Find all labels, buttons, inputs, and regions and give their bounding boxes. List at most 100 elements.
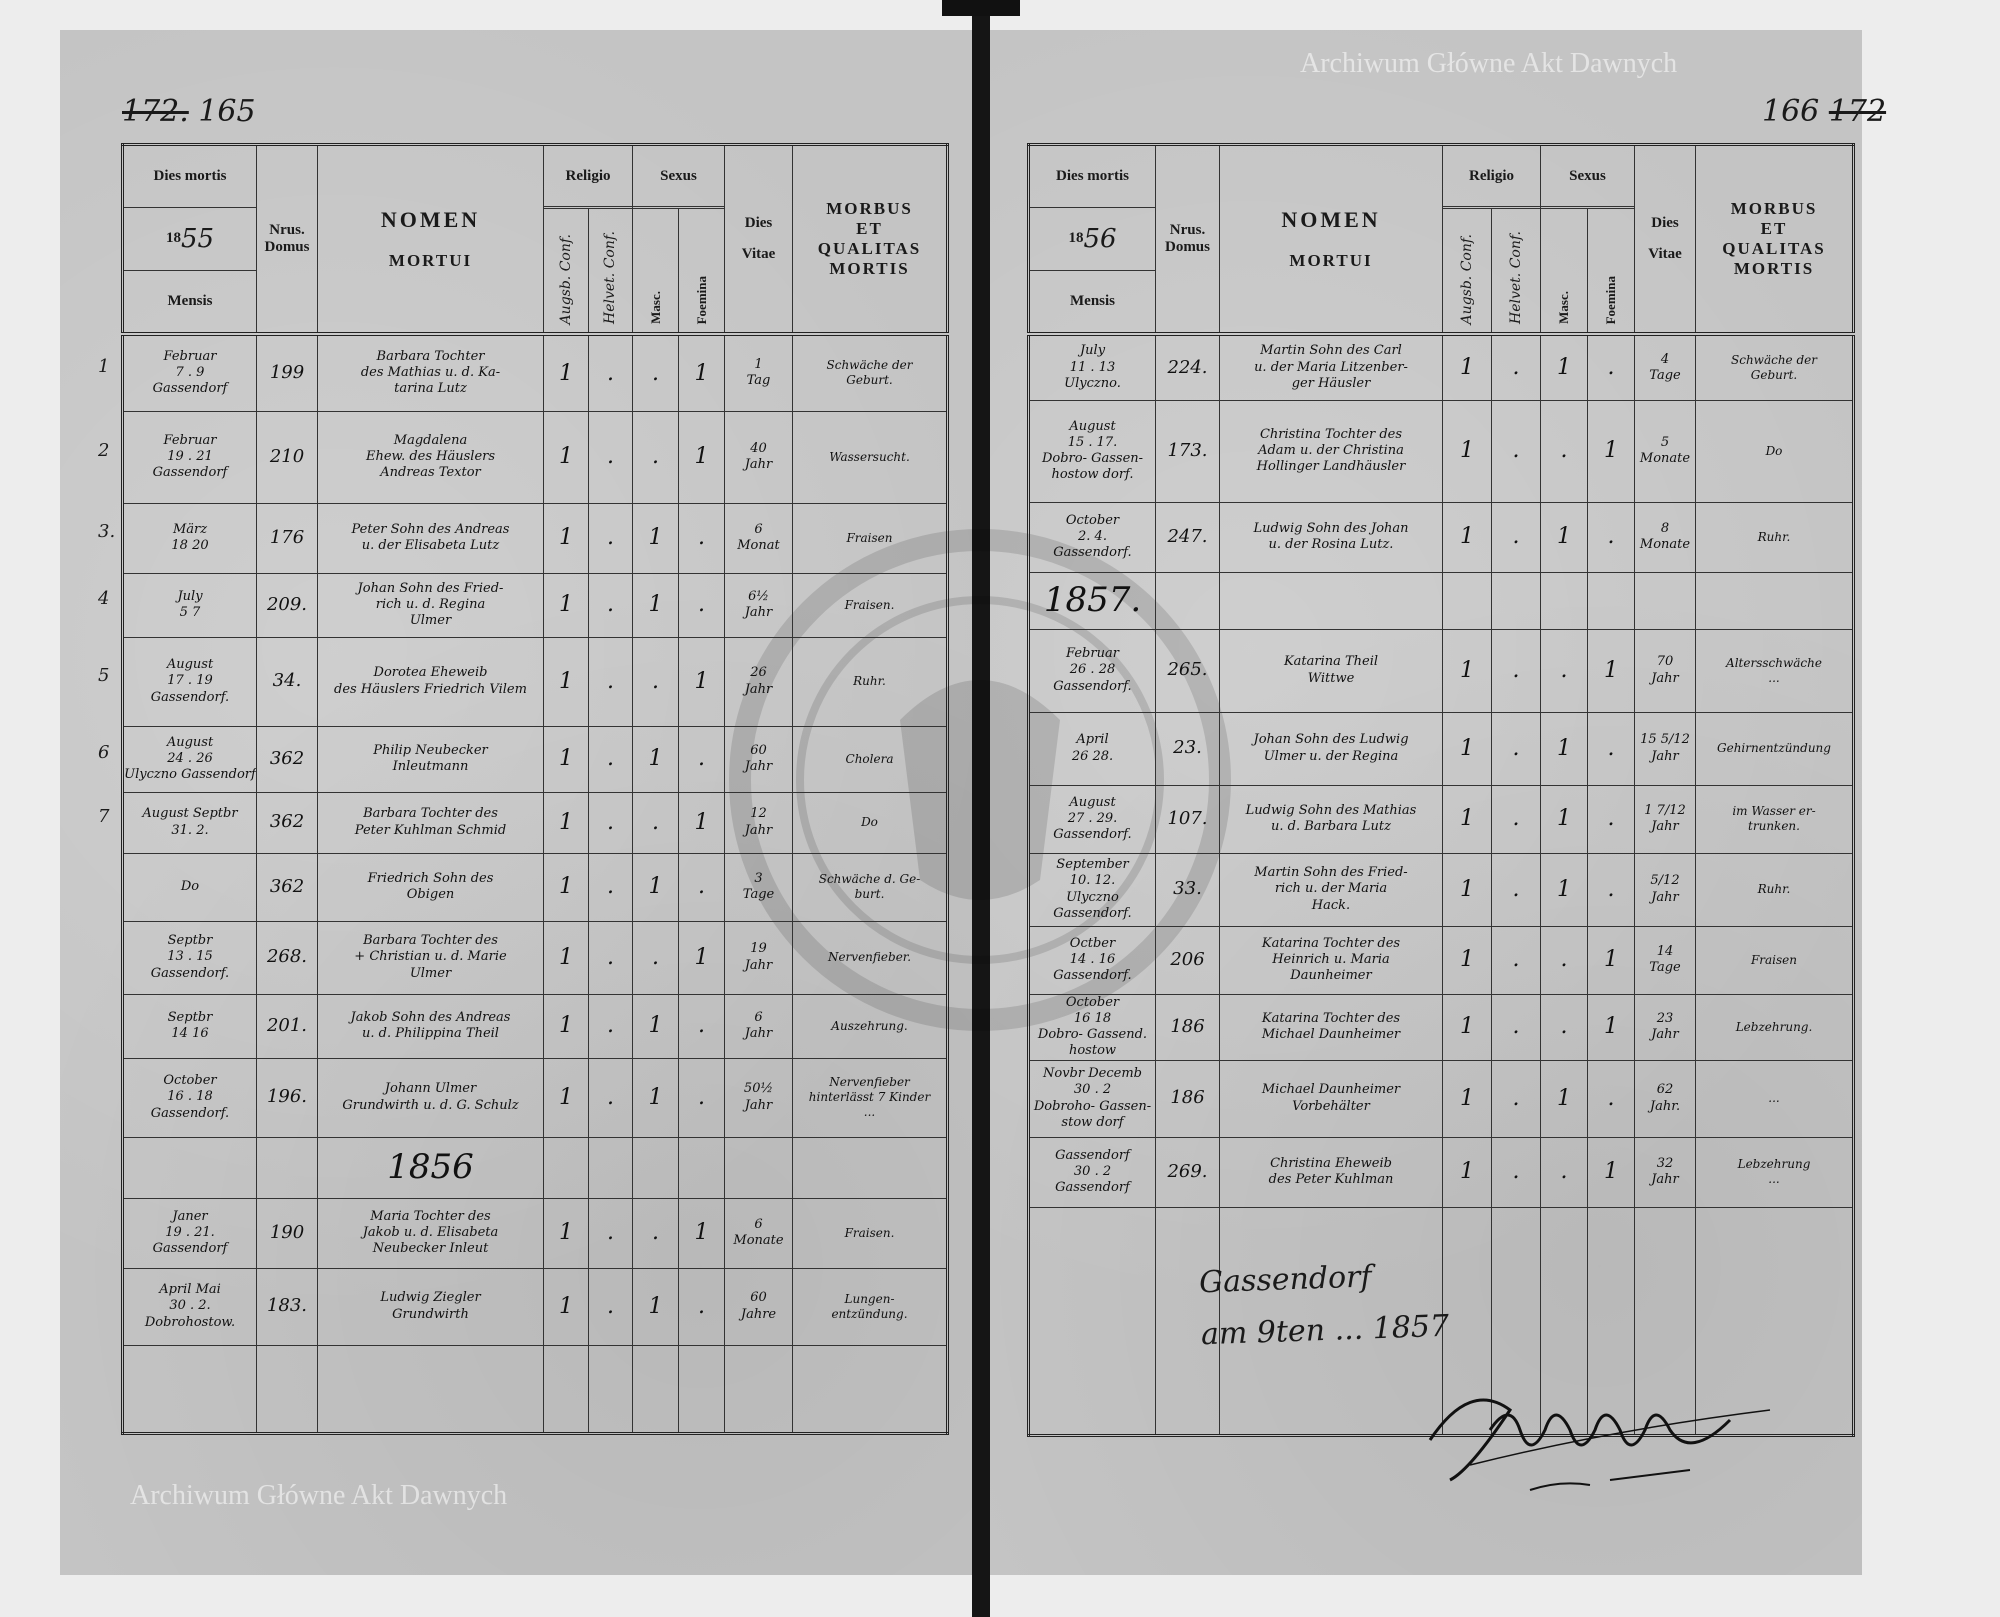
cell-masc: 1 <box>1540 1059 1588 1138</box>
header-nomen-mortui: NOMEN MORTUI <box>1219 144 1443 336</box>
cell-mensis: August 27 . 29. Gassendorf. <box>1028 784 1156 854</box>
cell-morbus: Ruhr. <box>1695 852 1854 927</box>
cell-foem: 1 <box>1587 628 1635 713</box>
qualitas-label: QUALITAS <box>817 239 922 258</box>
table-row: April 26 28. 23. Johan Sohn des Ludwig Ulm… <box>1028 711 1854 786</box>
cell-mensis: Gassendorf 30 . 2 Gassendorf <box>1028 1136 1156 1208</box>
cell-vitae: 26 Jahr <box>724 636 793 727</box>
cell-masc: . <box>632 333 679 412</box>
cell-nomen: Magdalena Ehew. des Häuslers Andreas Tex… <box>317 410 544 504</box>
cell-mensis <box>122 1344 257 1434</box>
cell-mensis: Novbr Decemb 30 . 2 Dobroho- Gassen- sto… <box>1028 1059 1156 1138</box>
table-row: Februar 7 . 9 Gassendorf 199 Barbara Tocht… <box>122 333 948 412</box>
cell-mensis: April 26 28. <box>1028 711 1156 786</box>
cell-helvet: . <box>588 920 633 995</box>
cell-morbus: ... <box>1695 1059 1854 1138</box>
cell-foem: 1 <box>678 920 725 995</box>
header-religio: Religio Augsb. Conf. Helvet. Conf. <box>543 144 633 336</box>
cell-augsb: 1 <box>1442 1059 1492 1138</box>
table-row: August 24 . 26 Ulyczno Gassendorf 362 Phil… <box>122 725 948 793</box>
cell-augsb: 1 <box>543 920 589 995</box>
cell-vitae <box>1634 571 1696 630</box>
cell-vitae: 50½ Jahr <box>724 1057 793 1138</box>
cell-helvet <box>1491 571 1541 630</box>
cell-mensis: August Septbr 31. 2. <box>122 791 257 854</box>
cell-nomen: Maria Tochter des Jakob u. d. Elisabeta … <box>317 1197 544 1269</box>
table-row: Februar 26 . 28 Gassendorf. 265. Katarina … <box>1028 628 1854 713</box>
foemina-label: Foemina <box>1603 275 1618 324</box>
table-row: Novbr Decemb 30 . 2 Dobroho- Gassen- sto… <box>1028 1059 1854 1138</box>
cell-foem: 1 <box>678 333 725 412</box>
cell-augsb <box>1442 1206 1492 1436</box>
cell-mensis: April Mai 30 . 2. Dobrohostow. <box>122 1267 257 1346</box>
nomen-label: NOMEN <box>1281 207 1381 232</box>
mortis-label: MORTIS <box>829 259 910 278</box>
cell-domus: 190 <box>256 1197 318 1269</box>
cell-mensis <box>1028 1206 1156 1436</box>
cell-mensis: July 11 . 13 Ulyczno. <box>1028 333 1156 401</box>
cell-augsb: 1 <box>1442 399 1492 503</box>
cell-masc: 1 <box>632 572 679 638</box>
cell-mensis: Janer 19 . 21. Gassendorf <box>122 1197 257 1269</box>
cell-vitae <box>724 1344 793 1434</box>
cell-domus: 209. <box>256 572 318 638</box>
cell-masc: 1 <box>632 852 679 922</box>
cell-domus: 269. <box>1155 1136 1220 1208</box>
cell-domus <box>256 1136 318 1199</box>
struck-page-number: 172. <box>122 94 189 129</box>
cell-masc: . <box>632 410 679 504</box>
cell-nomen <box>1219 571 1443 630</box>
cell-augsb: 1 <box>543 1267 589 1346</box>
header-nrus-domus: Nrus. Domus <box>1155 144 1220 336</box>
cell-nomen: Johan Sohn des Ludwig Ulmer u. der Regin… <box>1219 711 1443 786</box>
cell-domus: 362 <box>256 791 318 854</box>
cell-nomen: Katarina Theil Wittwe <box>1219 628 1443 713</box>
cell-augsb: 1 <box>543 852 589 922</box>
vitae-label: Vitae <box>1648 246 1682 262</box>
dies-label: Dies <box>1651 215 1679 231</box>
cell-nomen: Christina Tochter des Adam u. der Christ… <box>1219 399 1443 503</box>
cell-helvet: . <box>1491 925 1541 995</box>
cell-vitae: 40 Jahr <box>724 410 793 504</box>
year-suffix: 55 <box>180 223 215 254</box>
cell-masc: 1 <box>632 502 679 574</box>
cell-augsb: 1 <box>1442 993 1492 1061</box>
dies-mortis-label: Dies mortis <box>1030 146 1155 209</box>
cell-vitae: 5 Monate <box>1634 399 1696 503</box>
cell-vitae: 15 5/12 Jahr <box>1634 711 1696 786</box>
cell-augsb: 1 <box>543 993 589 1059</box>
nomen-label: NOMEN <box>380 207 481 232</box>
page-number-right: 166 172 <box>1762 94 1886 130</box>
cell-augsb: 1 <box>1442 1136 1492 1208</box>
cell-morbus: Schwäche der Geburt. <box>792 333 948 412</box>
sexus-label: Sexus <box>633 146 724 209</box>
cell-foem: . <box>678 852 725 922</box>
cell-nomen: Martin Sohn des Carl u. der Maria Litzen… <box>1219 333 1443 401</box>
cell-helvet: . <box>588 725 633 793</box>
table-row: October 16 . 18 Gassendorf. 196. Johann Ul… <box>122 1057 948 1138</box>
book-binding <box>972 0 990 1617</box>
cell-masc: . <box>1540 925 1588 995</box>
cell-foem: 1 <box>678 1197 725 1269</box>
cell-domus: 362 <box>256 852 318 922</box>
cell-foem: 1 <box>1587 1136 1635 1208</box>
mortis-label: MORTIS <box>1733 259 1815 278</box>
cell-domus: 265. <box>1155 628 1220 713</box>
table-row: Do 362 Friedrich Sohn des Obigen 1. 1. 3 Tage… <box>122 852 948 922</box>
cell-vitae: 62 Jahr. <box>1634 1059 1696 1138</box>
mensis-label: Mensis <box>1070 292 1115 309</box>
cell-foem: . <box>678 993 725 1059</box>
cell-augsb: 1 <box>543 1057 589 1138</box>
cell-mensis: September 10. 12. Ulyczno Gassendorf. <box>1028 852 1156 927</box>
cell-augsb <box>543 1136 589 1199</box>
cell-vitae: 19 Jahr <box>724 920 793 995</box>
cell-helvet: . <box>588 1057 633 1138</box>
cell-masc: . <box>632 920 679 995</box>
cell-morbus: Lebzehrung. <box>1695 993 1854 1061</box>
header-dies-vitae: Dies Vitae <box>1634 144 1696 336</box>
row-number: 3. <box>98 521 116 542</box>
page-number: 165 <box>198 94 256 129</box>
cell-masc: . <box>632 636 679 727</box>
cell-nomen: Johann Ulmer Grundwirth u. d. G. Schulz <box>317 1057 544 1138</box>
cell-foem: . <box>678 502 725 574</box>
